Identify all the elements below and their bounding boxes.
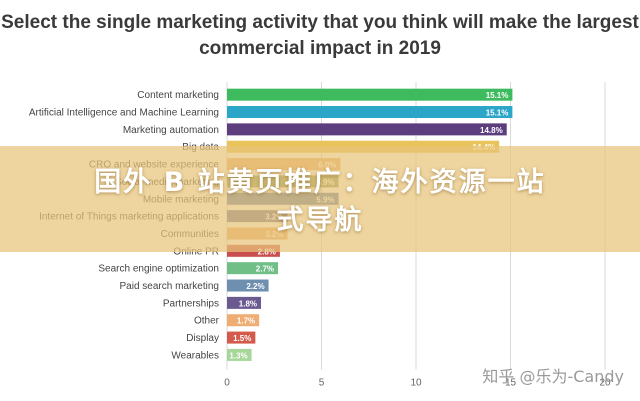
bar xyxy=(227,331,256,344)
category-label: Marketing automation xyxy=(123,125,219,136)
category-label: Search engine optimization xyxy=(98,264,219,275)
data-label: 15.1% xyxy=(486,109,509,118)
category-label: Content marketing xyxy=(137,90,219,101)
banner-line-2: 式导航 xyxy=(276,205,364,236)
data-label: 1.5% xyxy=(233,334,251,343)
category-label: Other xyxy=(194,316,220,327)
data-label: 15.1% xyxy=(486,91,509,100)
category-label: Partnerships xyxy=(163,298,219,309)
x-tick-label: 15 xyxy=(505,378,517,389)
data-label: 1.8% xyxy=(239,299,257,308)
data-label: 14.8% xyxy=(480,126,503,135)
x-tick-label: 5 xyxy=(319,378,325,389)
category-label: Wearables xyxy=(171,350,219,361)
bar xyxy=(227,123,507,136)
watermark: 知乎 @乐为-Candy xyxy=(482,367,624,386)
x-tick-label: 10 xyxy=(410,378,422,389)
x-tick-label: 0 xyxy=(224,378,230,389)
category-label: Display xyxy=(186,333,219,344)
data-label: 1.7% xyxy=(237,317,255,326)
chart-title: Select the single marketing activity tha… xyxy=(1,12,639,59)
bar xyxy=(227,262,279,275)
category-label: Paid search marketing xyxy=(120,281,220,292)
bar xyxy=(227,106,513,119)
data-label: 1.3% xyxy=(229,351,247,360)
category-label: Artificial Intelligence and Machine Lear… xyxy=(29,108,219,119)
bar xyxy=(227,279,269,292)
bar xyxy=(227,296,262,309)
bar xyxy=(227,314,260,327)
banner-text: 国外 B 站黄页推广：海外资源一站 式导航 xyxy=(40,164,600,240)
data-label: 2.2% xyxy=(246,282,264,291)
data-label: 2.7% xyxy=(256,265,274,274)
banner-line-1: 国外 B 站黄页推广：海外资源一站 xyxy=(94,167,546,198)
bar xyxy=(227,348,252,361)
promo-banner: 国外 B 站黄页推广：海外资源一站 式导航 xyxy=(0,146,640,252)
x-tick-label: 20 xyxy=(599,378,611,389)
bar xyxy=(227,88,513,101)
x-axis: 0 5 10 15 20 xyxy=(224,378,611,389)
